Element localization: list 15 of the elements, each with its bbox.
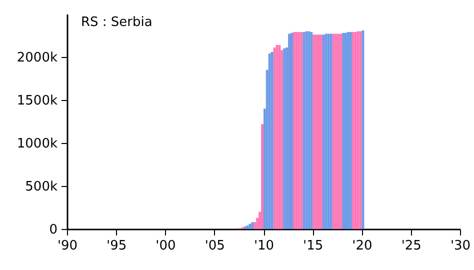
x-tick-label: '20 xyxy=(352,238,372,254)
x-tick-label: '25 xyxy=(401,238,422,254)
y-tick-label: 2000k xyxy=(16,50,58,66)
y-tick-label: 500k xyxy=(25,180,58,194)
x-tick-label: '30 xyxy=(450,238,471,254)
x-tick-label: '90 xyxy=(57,238,78,254)
x-tick-label: '95 xyxy=(106,238,127,254)
y-tick-label: 1500k xyxy=(16,94,58,108)
x-tick-label: '15 xyxy=(303,238,324,254)
x-tick-label: '10 xyxy=(254,238,274,254)
x-tick-label: '00 xyxy=(156,238,176,254)
x-tick-label: '05 xyxy=(204,238,225,254)
y-tick-label: 0 xyxy=(49,222,58,238)
y-tick-label: 1000k xyxy=(16,136,58,152)
chart-title: RS : Serbia xyxy=(81,15,152,30)
